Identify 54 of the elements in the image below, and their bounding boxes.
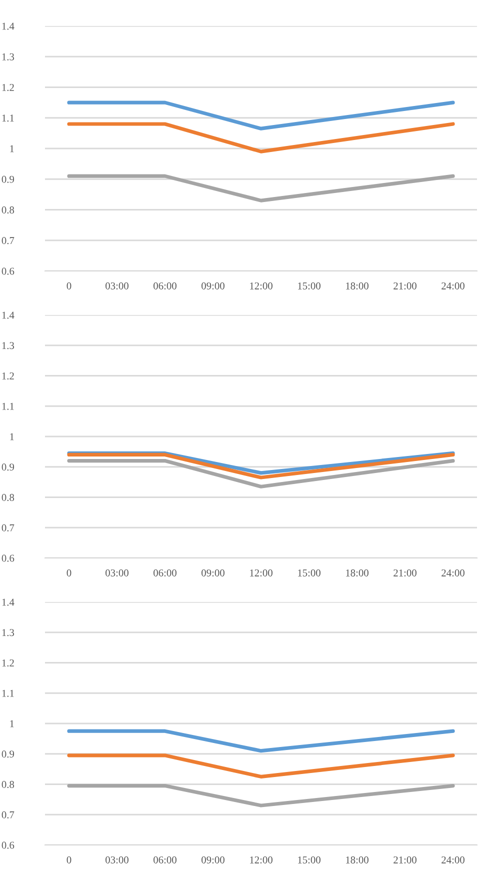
x-tick-label: 15:00 [298, 856, 320, 864]
y-tick-label: 1.3 [2, 342, 14, 350]
x-tick-label: 06:00 [154, 282, 176, 290]
y-tick-label: 0.8 [2, 494, 14, 502]
x-tick-label: 09:00 [202, 569, 224, 576]
y-tick-label: 1.2 [2, 84, 14, 92]
y-tick-label: 1.1 [2, 402, 14, 410]
y-tick-label: 1.4 [2, 22, 14, 30]
x-tick-label: 06:00 [154, 856, 176, 864]
y-tick-label: 0.9 [2, 176, 14, 183]
y-tick-label: 1.3 [2, 53, 14, 60]
y-tick-label: 0.7 [2, 811, 14, 818]
y-tick-label: 0.8 [2, 206, 14, 214]
x-tick-label: 15:00 [298, 282, 320, 290]
x-tick-label: 03:00 [106, 282, 128, 290]
x-tick-label: 18:00 [346, 569, 368, 576]
y-tick-label: 0.9 [2, 464, 14, 471]
y-tick-label: 0.6 [2, 268, 14, 275]
y-tick-label: 1.1 [2, 114, 14, 122]
x-tick-label: 06:00 [154, 569, 176, 576]
x-tick-label: 24:00 [442, 282, 464, 290]
x-tick-label: 21:00 [394, 569, 416, 576]
x-tick-label: 24:00 [442, 856, 464, 864]
y-tick-label: 1.2 [2, 659, 14, 667]
y-tick-label: 1 [10, 433, 14, 440]
x-tick-label: 18:00 [346, 856, 368, 864]
x-tick-label: 0 [66, 569, 72, 576]
x-tick-label: 03:00 [106, 856, 128, 864]
x-tick-label: 21:00 [394, 282, 416, 290]
y-tick-label: 1 [10, 145, 14, 152]
x-tick-label: 18:00 [346, 282, 368, 290]
x-tick-label: 0 [66, 856, 72, 864]
y-tick-label: 1 [10, 720, 14, 728]
y-tick-label: 0.7 [2, 524, 14, 532]
x-tick-label: 09:00 [202, 282, 224, 290]
x-tick-label: 24:00 [442, 569, 464, 576]
y-tick-label: 0.6 [2, 554, 14, 562]
y-tick-label: 0.9 [2, 750, 14, 758]
x-tick-label: 03:00 [106, 569, 128, 576]
x-tick-label: 0 [66, 282, 72, 290]
y-tick-label: 1.4 [2, 598, 14, 606]
y-tick-label: 0.8 [2, 780, 14, 788]
x-tick-label: 12:00 [250, 856, 272, 864]
y-tick-label: 1.4 [2, 312, 14, 319]
y-tick-label: 1.2 [2, 372, 14, 380]
y-tick-label: 1.1 [2, 690, 14, 697]
y-tick-label: 0.7 [2, 237, 14, 244]
x-tick-label: 09:00 [202, 856, 224, 864]
y-tick-label: 0.6 [2, 842, 14, 849]
y-tick-label: 1.3 [2, 629, 14, 636]
x-tick-label: 12:00 [250, 569, 272, 576]
x-tick-label: 12:00 [250, 282, 272, 290]
x-tick-label: 15:00 [298, 569, 320, 576]
x-tick-label: 21:00 [394, 856, 416, 864]
